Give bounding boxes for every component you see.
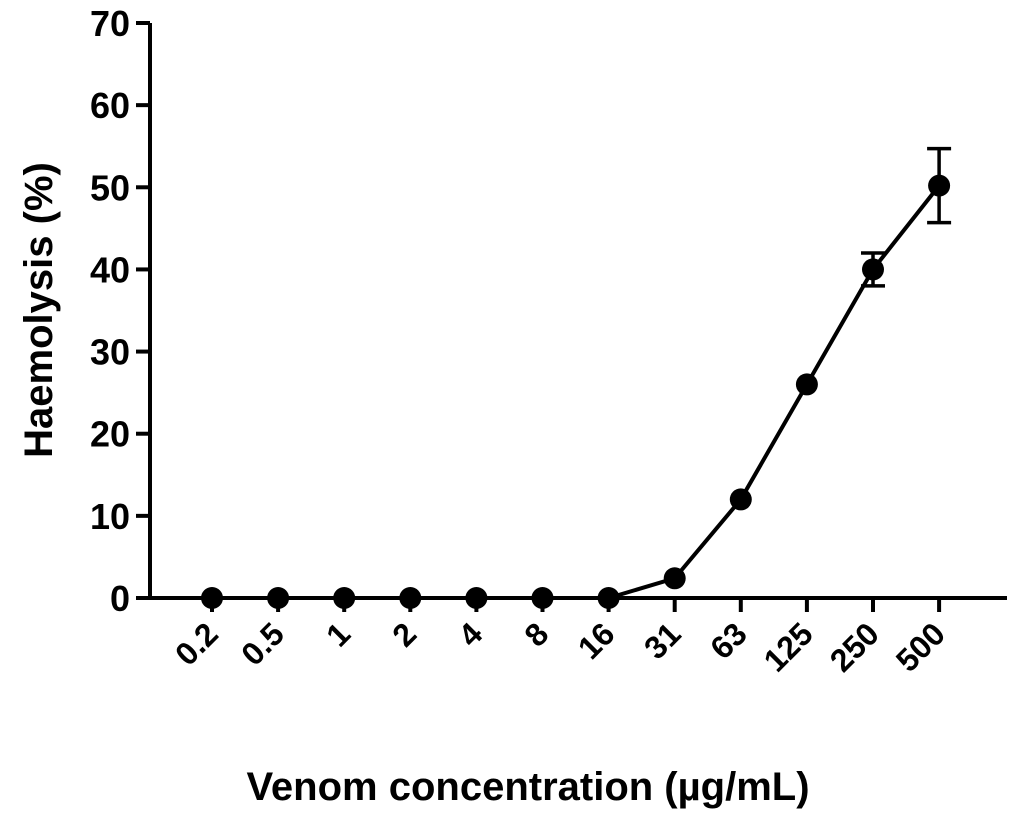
data-point: [267, 587, 290, 609]
series: [201, 146, 952, 609]
x-tick-label: 250: [823, 615, 886, 678]
data-point: [201, 587, 223, 609]
y-axis-title: Haemolysis (%): [17, 162, 61, 458]
x-tick-label: 8: [517, 615, 555, 653]
data-point: [729, 488, 752, 511]
x-ticks: 0.2 0.5 1 2 4 8 16 31 63 125 250 500: [168, 598, 952, 679]
data-point: [795, 373, 818, 396]
y-ticks: 0 10 20 30 40 50 60 70: [90, 3, 150, 619]
y-tick-label: 40: [90, 249, 130, 290]
series-line: [212, 184, 941, 600]
data-point: [663, 567, 686, 590]
y-tick-label: 30: [90, 332, 130, 373]
data-point: [465, 587, 488, 609]
y-tick-label: 50: [90, 167, 130, 208]
x-tick-label: 0.2: [168, 615, 225, 672]
data-point: [399, 587, 422, 609]
x-tick-label: 1: [319, 615, 357, 653]
x-axis-title: Venom concentration (µg/mL): [246, 765, 809, 809]
x-tick-label: 31: [637, 615, 688, 666]
y-tick-label: 10: [90, 496, 130, 537]
x-tick-label: 0.5: [234, 615, 291, 672]
data-point: [531, 587, 554, 609]
x-tick-label: 63: [703, 615, 754, 666]
data-point: [333, 587, 356, 609]
x-tick-label: 500: [889, 615, 952, 678]
axes: [148, 23, 1007, 600]
x-tick-label: 2: [385, 615, 423, 653]
y-tick-label: 70: [90, 3, 130, 44]
data-point: [928, 174, 951, 197]
data-point: [597, 587, 620, 609]
data-point: [862, 258, 884, 281]
y-tick-label: 20: [90, 414, 130, 455]
x-tick-label: 125: [757, 615, 820, 678]
y-tick-label: 60: [90, 85, 130, 126]
x-tick-label: 16: [571, 615, 622, 666]
y-tick-label: 0: [110, 578, 130, 619]
x-tick-label: 4: [451, 615, 489, 653]
